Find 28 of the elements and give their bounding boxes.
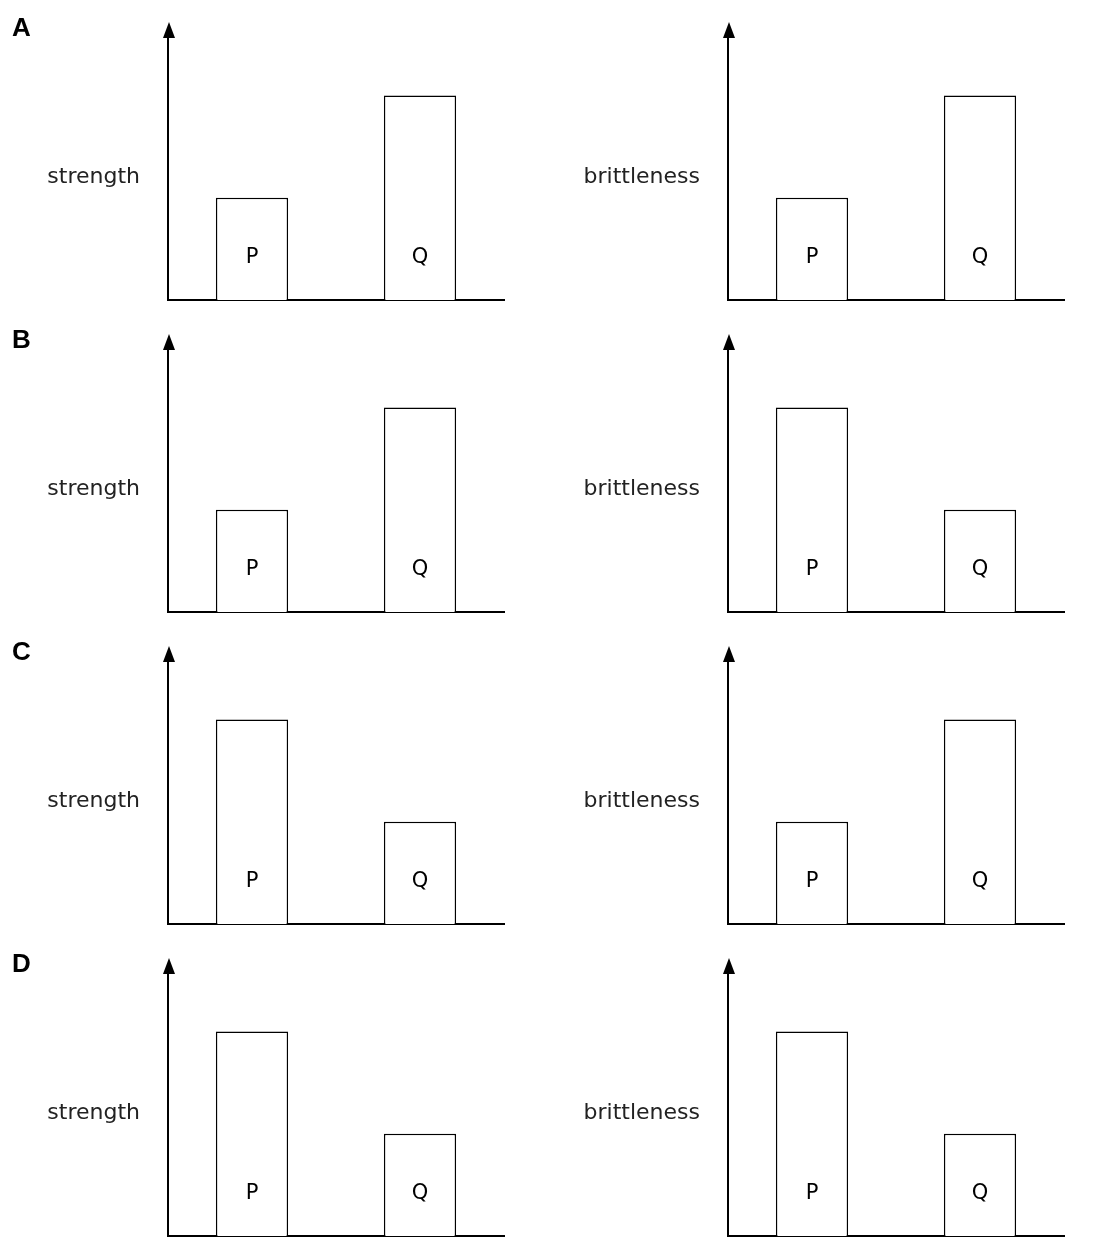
- y-axis-title: brittleness: [583, 786, 700, 812]
- x-tick-label: P: [805, 556, 819, 581]
- x-tick-label: P: [805, 244, 819, 269]
- y-axis-title: strength: [47, 162, 140, 188]
- x-tick-label: P: [245, 244, 259, 269]
- x-tick-label: P: [245, 868, 259, 893]
- x-tick-label: P: [805, 868, 819, 893]
- chart-title: D: [12, 948, 31, 979]
- x-tick-label: Q: [411, 244, 429, 269]
- y-axis-title: brittleness: [583, 1098, 700, 1124]
- x-tick-label: Q: [411, 556, 429, 581]
- x-tick-label: P: [805, 1180, 819, 1205]
- x-tick-label: Q: [971, 868, 989, 893]
- chart-title: B: [12, 324, 31, 355]
- y-axis-title: brittleness: [583, 474, 700, 500]
- x-tick-label: Q: [971, 244, 989, 269]
- x-tick-label: Q: [971, 1180, 989, 1205]
- x-tick-label: P: [245, 556, 259, 581]
- x-tick-label: Q: [411, 1180, 429, 1205]
- y-axis-title: brittleness: [583, 162, 700, 188]
- y-axis-title: strength: [47, 474, 140, 500]
- y-axis-title: strength: [47, 1098, 140, 1124]
- x-tick-label: P: [245, 1180, 259, 1205]
- chart-title: C: [12, 636, 31, 667]
- y-axis-title: strength: [47, 786, 140, 812]
- x-tick-label: Q: [411, 868, 429, 893]
- chart-title: A: [12, 12, 31, 43]
- x-tick-label: Q: [971, 556, 989, 581]
